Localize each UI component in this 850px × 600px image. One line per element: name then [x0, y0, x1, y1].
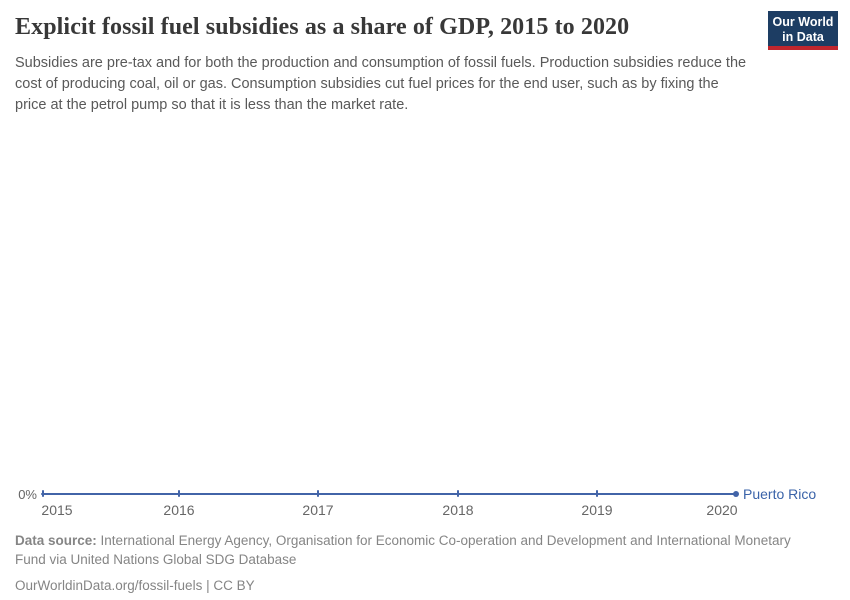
data-point-marker-2018 — [457, 490, 459, 497]
x-axis-label-2016: 2016 — [163, 502, 195, 518]
data-line-puerto-rico[interactable] — [41, 493, 737, 495]
license-line[interactable]: OurWorldinData.org/fossil-fuels | CC BY — [15, 578, 255, 593]
datasource-label: Data source: — [15, 533, 97, 548]
data-point-marker-2015 — [42, 490, 44, 497]
datasource-text: International Energy Agency, Organisatio… — [15, 533, 791, 567]
data-endpoint-dot-2020 — [733, 491, 739, 497]
y-axis-zero-label: 0% — [18, 487, 37, 502]
datasource-line: Data source: International Energy Agency… — [15, 531, 815, 569]
chart-footer: Data source: International Energy Agency… — [15, 531, 815, 595]
data-point-marker-2016 — [178, 490, 180, 497]
chart-subtitle: Subsidies are pre-tax and for both the p… — [15, 55, 747, 113]
owid-logo[interactable]: Our World in Data — [768, 11, 838, 50]
x-axis-label-2017: 2017 — [302, 502, 334, 518]
series-label-puerto-rico[interactable]: Puerto Rico — [743, 486, 817, 502]
x-axis-label-2020: 2020 — [706, 502, 738, 518]
owid-logo-text-line2: in Data — [782, 29, 824, 44]
x-axis-label-2019: 2019 — [581, 502, 613, 518]
data-point-marker-2019 — [596, 490, 598, 497]
x-axis-label-2018: 2018 — [442, 502, 474, 518]
chart-title: Explicit fossil fuel subsidies as a shar… — [15, 14, 630, 40]
x-axis-label-2015: 2015 — [41, 502, 73, 518]
data-point-marker-2017 — [317, 490, 319, 497]
owid-logo-text-line1: Our World — [772, 15, 834, 29]
